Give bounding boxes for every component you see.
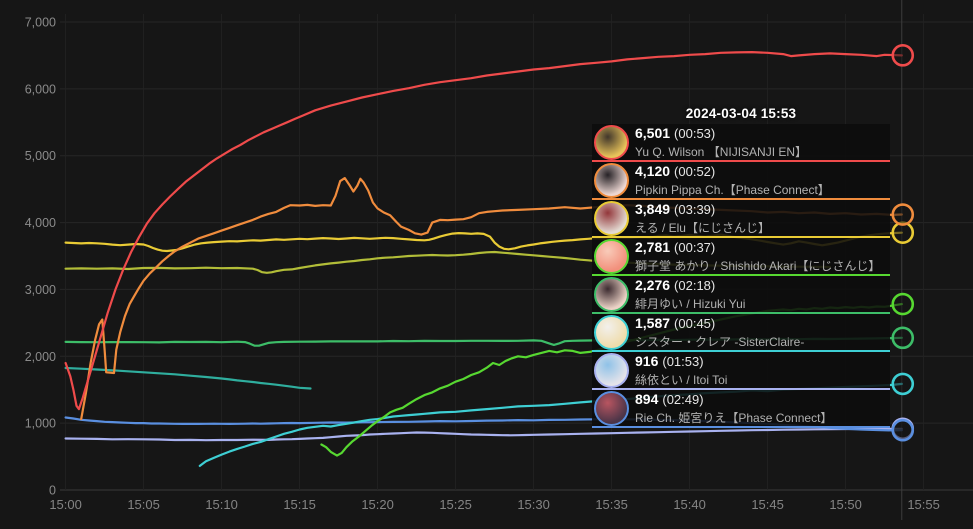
viewer-count: 2,781: [635, 239, 671, 255]
x-axis-label: 15:00: [49, 497, 82, 512]
y-axis-label: 0: [49, 484, 56, 498]
stream-duration: (00:53): [674, 126, 716, 141]
legend-row[interactable]: 916 (01:53) 絲依とい / Itoi Toi: [592, 352, 890, 390]
legend-row[interactable]: 2,276 (02:18) 緋月ゆい / Hizuki Yui: [592, 276, 890, 314]
y-axis-label: 1,000: [25, 417, 56, 431]
streamer-avatar: [594, 124, 629, 160]
legend-row[interactable]: 4,120 (00:52) Pipkin Pippa Ch.【Phase Conn…: [592, 162, 890, 200]
stream-duration: (03:39): [674, 202, 716, 217]
stream-duration: (00:37): [674, 240, 716, 255]
legend-timestamp: 2024-03-04 15:53: [685, 106, 797, 121]
stream-duration: (00:52): [674, 164, 716, 179]
legend-row[interactable]: 1,587 (00:45) シスター・クレア -SisterClaire-: [592, 314, 890, 352]
x-axis-label: 15:30: [517, 497, 550, 512]
channel-name: Yu Q. Wilson 【NIJISANJI EN】: [635, 146, 808, 158]
streamer-avatar: [594, 352, 629, 388]
legend-row[interactable]: 2,781 (00:37) 獅子堂 あかり / Shishido Akari【にじ…: [592, 238, 890, 276]
chart-legend: 2024-03-04 15:53 6,501 (00:53) Yu Q. Wils…: [592, 106, 890, 428]
channel-name: Rie Ch. 姫宮りえ【Phase Connect】: [635, 412, 833, 424]
x-axis-label: 15:35: [595, 497, 628, 512]
streamer-avatar: [594, 162, 629, 198]
series-line: [64, 427, 903, 442]
y-axis-label: 7,000: [25, 16, 56, 30]
channel-name: シスター・クレア -SisterClaire-: [635, 336, 805, 348]
channel-name: Pipkin Pippa Ch.【Phase Connect】: [635, 184, 830, 196]
streamer-avatar: [594, 390, 629, 426]
channel-name: 絲依とい / Itoi Toi: [635, 374, 728, 386]
streamer-avatar: [594, 200, 629, 236]
stream-duration: (02:49): [662, 392, 704, 407]
x-axis-label: 15:20: [361, 497, 394, 512]
y-axis-label: 3,000: [25, 283, 56, 297]
stream-duration: (00:45): [674, 316, 716, 331]
x-axis-label: 15:40: [673, 497, 706, 512]
streamer-avatar: [594, 276, 629, 312]
viewer-count: 2,276: [635, 277, 671, 293]
x-axis-label: 15:10: [205, 497, 238, 512]
y-axis-label: 4,000: [25, 216, 56, 230]
y-axis-label: 5,000: [25, 149, 56, 163]
series-endpoint-marker: [891, 44, 915, 67]
legend-row[interactable]: 6,501 (00:53) Yu Q. Wilson 【NIJISANJI EN】: [592, 124, 890, 162]
streamer-avatar: [594, 314, 629, 350]
legend-rows: 6,501 (00:53) Yu Q. Wilson 【NIJISANJI EN】…: [592, 124, 890, 428]
series-endpoint-marker: [891, 418, 915, 442]
x-axis-label: 15:55: [907, 497, 940, 512]
legend-row[interactable]: 894 (02:49) Rie Ch. 姫宮りえ【Phase Connect】: [592, 390, 890, 428]
stream-duration: (02:18): [674, 278, 716, 293]
series-line: [64, 366, 312, 390]
x-axis-label: 15:15: [283, 497, 316, 512]
y-axis-label: 2,000: [25, 350, 56, 364]
stream-duration: (01:53): [662, 354, 704, 369]
x-axis-label: 15:45: [751, 497, 784, 512]
series-line: [64, 51, 903, 411]
legend-row[interactable]: 3,849 (03:39) える / Elu【にじさんじ】: [592, 200, 890, 238]
viewer-count: 4,120: [635, 163, 671, 179]
series-endpoint-marker: [891, 292, 915, 316]
y-axis-label: 6,000: [25, 82, 56, 96]
streamer-avatar: [594, 238, 629, 274]
channel-name: 緋月ゆい / Hizuki Yui: [635, 298, 746, 310]
channel-name: 獅子堂 あかり / Shishido Akari【にじさんじ】: [635, 260, 881, 272]
viewer-count: 916: [635, 353, 659, 369]
x-axis-label: 15:50: [829, 497, 862, 512]
channel-name: える / Elu【にじさんじ】: [635, 222, 770, 234]
series-endpoint-marker: [891, 203, 915, 226]
viewer-count: 3,849: [635, 201, 671, 217]
viewer-count: 1,587: [635, 315, 671, 331]
series-endpoint-marker: [891, 372, 915, 396]
viewer-count: 894: [635, 391, 659, 407]
x-axis-label: 15:05: [127, 497, 160, 512]
x-axis-label: 15:25: [439, 497, 472, 512]
viewer-count: 6,501: [635, 125, 671, 141]
series-endpoint-marker: [891, 326, 915, 350]
